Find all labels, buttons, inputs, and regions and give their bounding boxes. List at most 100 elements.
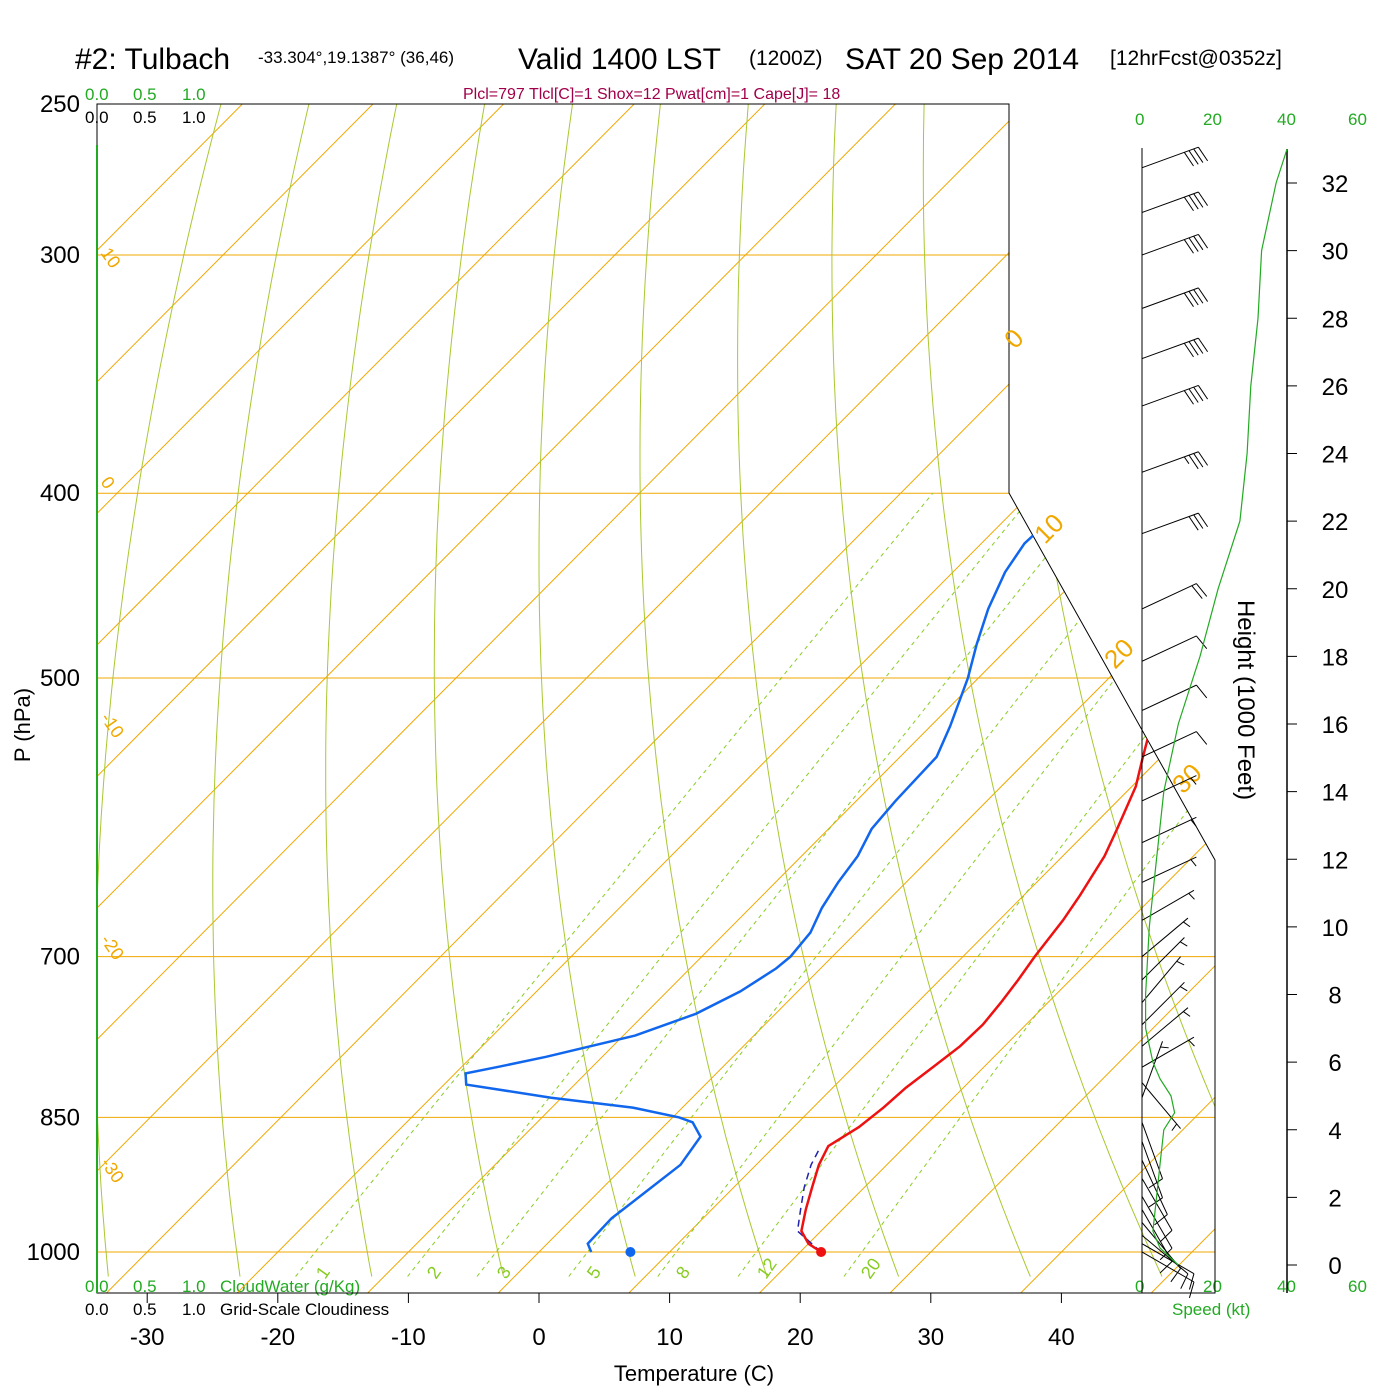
isotherm--40 (97, 104, 1157, 1293)
sounding-series (464, 142, 1215, 1257)
height-tick-2: 2 (1328, 1185, 1341, 1212)
mixing-ratio-label: 12 (753, 1254, 781, 1282)
barb-feather (1188, 1273, 1195, 1290)
dewpoint-line (464, 142, 1215, 1253)
height-tick-14: 14 (1322, 780, 1349, 807)
speed-scale-bottom: 0 20 40 60 Speed (kt) (1135, 1277, 1367, 1319)
isotherm-10 (628, 104, 1215, 1293)
dry-adiabat-300 (737, 104, 900, 1277)
isotherm-0 (497, 104, 1215, 1293)
valid-date: SAT 20 Sep 2014 (845, 43, 1079, 76)
wind-barb (1141, 684, 1208, 711)
wind-barb (1141, 1243, 1195, 1290)
height-tick-6: 6 (1328, 1050, 1341, 1077)
height-tick-22: 22 (1322, 509, 1349, 536)
wind-barb (1141, 635, 1208, 662)
barb-feather (1159, 1230, 1173, 1243)
barb-feather (1197, 337, 1209, 353)
barb-feather (1193, 235, 1204, 251)
isotherm-label-right: 30 (1166, 758, 1208, 800)
barb-feather (1193, 289, 1204, 304)
barb-shaft (1141, 981, 1185, 1026)
parcel-line (796, 1150, 822, 1253)
dry-adiabat-290 (639, 104, 768, 1277)
pressure-tick-250: 250 (40, 91, 80, 118)
height-tick-26: 26 (1322, 374, 1349, 401)
barb-shaft (1141, 1036, 1195, 1068)
wind-barb (1141, 1122, 1163, 1189)
barb-shaft (1141, 1178, 1173, 1231)
dry-adiabat-240 (97, 104, 231, 1277)
barb-feather (1193, 514, 1204, 529)
barb-shaft (1141, 233, 1199, 256)
barb-feather (1197, 512, 1209, 528)
height-tick-10: 10 (1322, 915, 1349, 942)
dry-adiabat-270 (433, 104, 504, 1277)
barb-feather (1183, 390, 1194, 405)
barb-feather (1170, 1268, 1181, 1283)
isotherm--60 (97, 104, 896, 1293)
height-tick-30: 30 (1322, 239, 1349, 266)
height-axis-label: Height (1000 Feet) (1232, 600, 1259, 800)
barb-feather (1193, 148, 1204, 163)
station-title: #2: Tulbach (75, 43, 230, 76)
isotherm-label-right: 0 (998, 323, 1029, 354)
barb-feather (1183, 292, 1194, 307)
barb-shaft (1141, 1209, 1173, 1262)
speed-top-60: 60 (1348, 110, 1367, 129)
mixing-ratio-3 (476, 492, 1098, 1277)
isotherm--110 (97, 104, 243, 1293)
barb-feather (1193, 386, 1204, 402)
station-coords: -33.304°,19.1387° (36,46) (258, 48, 454, 67)
wind-barb (1141, 512, 1209, 535)
wind-barb (1141, 917, 1191, 958)
wind-barbs (1141, 146, 1209, 1298)
cloudiness-top-2: 1.0 (182, 108, 206, 127)
height-tick-8: 8 (1328, 983, 1341, 1010)
speed-scale-top: 0 20 40 60 (1135, 110, 1367, 129)
cloudwater-bot-2: 1.0 (182, 1277, 206, 1296)
dry-adiabat-370 (1359, 70, 1400, 1276)
cloudwater-top-1: 0.5 (133, 85, 157, 104)
valid-time: Valid 1400 LST (518, 43, 721, 76)
isotherm-label-left: -20 (97, 931, 128, 964)
speed-top-40: 40 (1277, 110, 1296, 129)
isotherm-label-left: -10 (97, 709, 128, 742)
barb-feather (1188, 195, 1199, 210)
barb-feather (1183, 196, 1194, 212)
barb-shaft (1141, 731, 1197, 758)
barb-feather (1197, 385, 1209, 400)
temp-tick-30: 30 (917, 1324, 944, 1351)
wind-barb (1141, 1159, 1168, 1226)
barb-feather (1197, 191, 1209, 206)
wind-barb (1141, 856, 1197, 883)
isotherm-50 (1150, 104, 1215, 1293)
barb-shaft (1141, 384, 1199, 407)
barb-feather (1197, 451, 1209, 466)
barb-shaft (1141, 583, 1197, 610)
mixing-ratio-label: 8 (672, 1263, 694, 1283)
wind-barb (1141, 1234, 1189, 1289)
mixing-ratio-20 (843, 492, 1215, 1277)
barb-shaft (1141, 1082, 1181, 1129)
barb-half-feather (1176, 960, 1185, 966)
surface-temperature-marker (816, 1247, 827, 1257)
barb-shaft (1141, 937, 1185, 981)
pressure-tick-700: 700 (40, 944, 80, 971)
cloudiness-label: Grid-Scale Cloudiness (220, 1300, 389, 1319)
temp-tick-20: 20 (787, 1324, 814, 1351)
wind-barb (1141, 1007, 1191, 1047)
barb-shaft (1141, 1041, 1163, 1098)
barb-shaft (1141, 287, 1199, 309)
barb-feather (1188, 1281, 1195, 1298)
barb-feather (1188, 516, 1199, 531)
wind-barb (1141, 146, 1209, 169)
background-grid (97, 70, 1400, 1293)
barb-shaft (1141, 191, 1199, 213)
barb-half-feather (1183, 1011, 1191, 1017)
isotherm--90 (97, 104, 504, 1293)
temperature-line (800, 142, 1215, 1254)
isotherm-label-left: 0 (97, 473, 119, 493)
